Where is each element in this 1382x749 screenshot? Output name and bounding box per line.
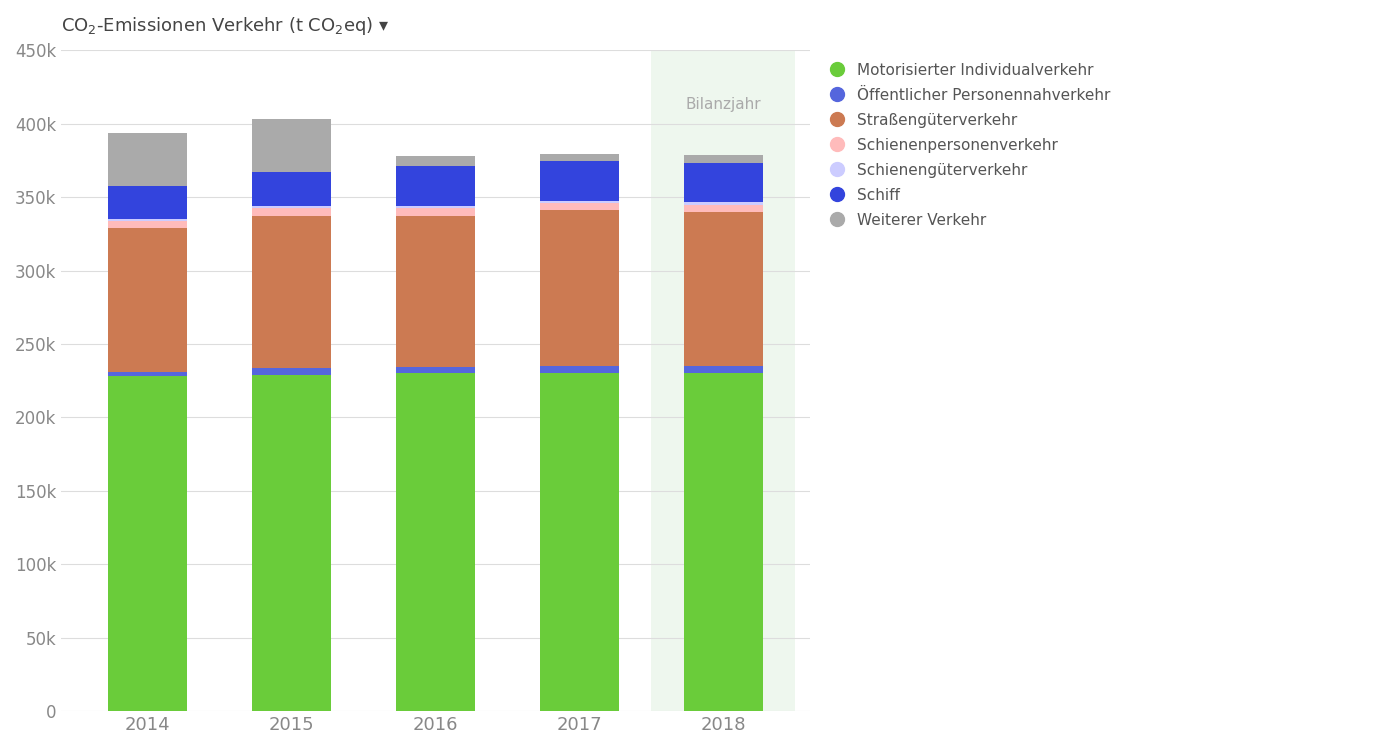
Bar — [684, 163, 763, 202]
Bar — [397, 166, 475, 206]
Bar — [108, 377, 187, 711]
Text: CO$_2$-Emissionen Verkehr (t CO$_2$eq) $\blacktriangledown$: CO$_2$-Emissionen Verkehr (t CO$_2$eq) $… — [61, 15, 390, 37]
Bar — [252, 369, 332, 375]
Bar — [540, 366, 619, 374]
Bar — [108, 372, 187, 377]
Bar — [684, 366, 763, 374]
Bar — [397, 208, 475, 216]
Bar — [397, 216, 475, 367]
Bar — [252, 216, 332, 369]
Bar — [684, 212, 763, 366]
Bar — [540, 201, 619, 203]
Bar — [252, 206, 332, 208]
Bar — [684, 156, 763, 163]
Bar — [540, 374, 619, 711]
Text: Bilanzjahr: Bilanzjahr — [685, 97, 761, 112]
Bar — [684, 202, 763, 204]
Legend: Motorisierter Individualverkehr, Öffentlicher Personennahverkehr, Straßengüterve: Motorisierter Individualverkehr, Öffentl… — [825, 58, 1115, 232]
Bar — [108, 133, 187, 187]
Bar — [397, 367, 475, 374]
Bar — [540, 210, 619, 366]
Bar — [108, 228, 187, 372]
Bar — [540, 203, 619, 210]
Bar — [252, 375, 332, 711]
Bar — [108, 219, 187, 221]
Bar — [108, 187, 187, 219]
Bar — [252, 208, 332, 216]
Bar — [540, 154, 619, 161]
Bar — [397, 156, 475, 166]
Bar — [397, 206, 475, 208]
Bar — [108, 221, 187, 228]
Bar — [651, 50, 796, 711]
Bar — [252, 118, 332, 172]
Bar — [684, 204, 763, 212]
Bar — [397, 374, 475, 711]
Bar — [684, 374, 763, 711]
Bar — [540, 161, 619, 201]
Bar — [252, 172, 332, 206]
